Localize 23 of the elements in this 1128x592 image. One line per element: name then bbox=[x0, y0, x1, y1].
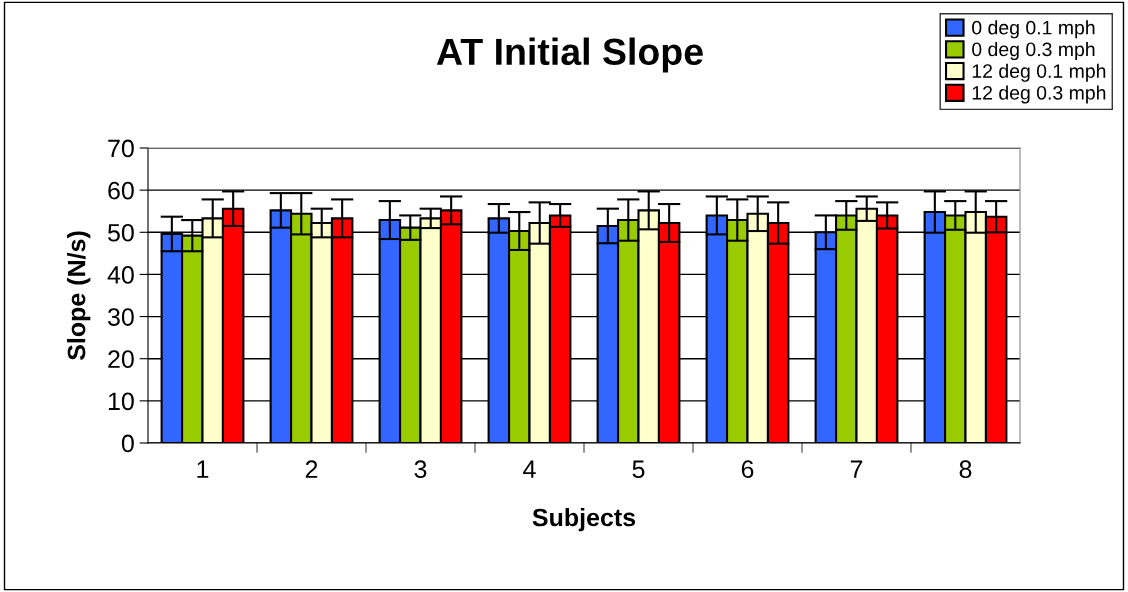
y-tick-label: 30 bbox=[107, 308, 134, 326]
y-tick-label: 60 bbox=[108, 181, 134, 200]
y-tick-label: 0 bbox=[121, 434, 134, 453]
legend-label: 12 deg 0.1 mph bbox=[972, 63, 1106, 82]
legend-label: 0 deg 0.3 mph bbox=[972, 41, 1095, 61]
y-tick-label: 20 bbox=[108, 350, 134, 369]
x-tick-label: 1 bbox=[197, 460, 209, 478]
x-tick-label: 7 bbox=[850, 460, 863, 478]
x-axis-title: Subjects bbox=[532, 507, 636, 532]
x-tick-label: 3 bbox=[414, 460, 427, 479]
x-tick-label: 8 bbox=[959, 460, 972, 479]
x-tick-label: 2 bbox=[305, 460, 318, 478]
y-tick-label: 10 bbox=[108, 392, 134, 411]
y-tick-label: 40 bbox=[107, 266, 134, 284]
legend-label: 12 deg 0.3 mph bbox=[972, 85, 1106, 104]
y-tick-label: 70 bbox=[108, 139, 134, 158]
x-tick-label: 4 bbox=[523, 460, 536, 478]
legend-label: 0 deg 0.1 mph bbox=[972, 20, 1095, 39]
y-tick-label: 50 bbox=[108, 223, 134, 242]
x-tick-label: 5 bbox=[632, 460, 645, 479]
x-tick-label: 6 bbox=[741, 460, 754, 479]
chart-title: AT Initial Slope bbox=[436, 37, 703, 73]
y-axis-title: Slope (N/s) bbox=[67, 231, 91, 361]
